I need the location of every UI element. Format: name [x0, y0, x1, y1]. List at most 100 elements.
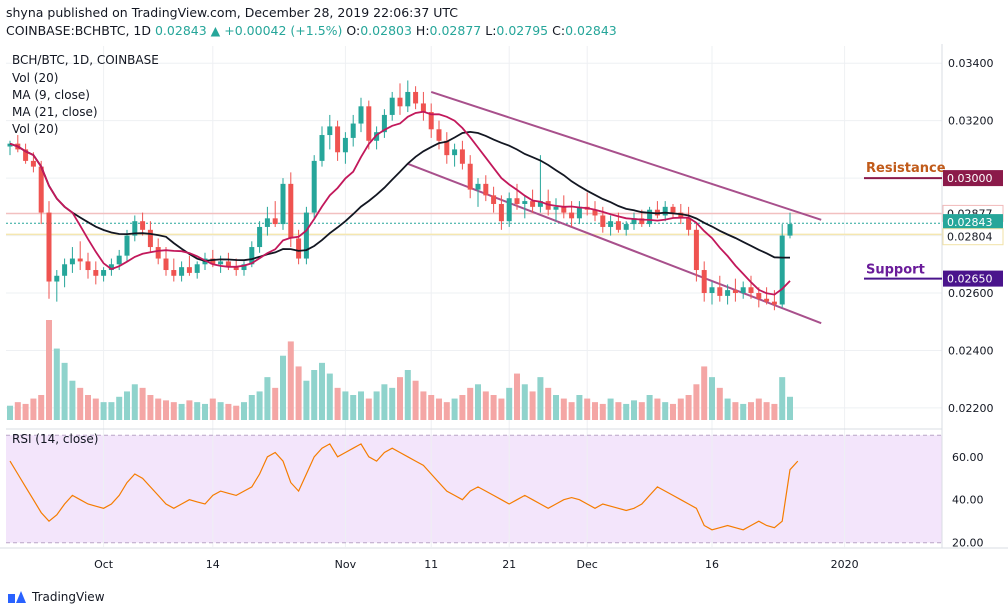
volume-bar: [248, 395, 255, 420]
candle: [179, 261, 185, 282]
volume-bar: [490, 395, 497, 420]
volume-bar: [506, 387, 513, 420]
volume-bar: [342, 391, 349, 420]
y-tick-label: 0.02200: [948, 402, 994, 415]
resistance-annotation: Resistance: [864, 161, 946, 180]
candle: [381, 109, 387, 138]
volume-bar: [217, 402, 224, 420]
resistance-badge-text: 0.03000: [947, 172, 993, 185]
volume-bar: [194, 402, 201, 420]
resistance-label: Resistance: [866, 161, 946, 176]
candle: [452, 143, 458, 167]
rsi-axis: 60.00 40.00 20.00: [952, 451, 984, 550]
volume-bar: [763, 402, 770, 420]
legend-vol: Vol (20): [12, 71, 58, 85]
candle: [288, 172, 294, 248]
close-label: C:: [552, 23, 566, 38]
support-label: Support: [866, 263, 925, 278]
candle: [303, 206, 309, 265]
symbol-label: COINBASE:BCHBTC, 1D: [6, 23, 151, 38]
volume-bar: [670, 403, 676, 420]
candle: [272, 201, 278, 227]
candle: [693, 224, 699, 282]
volume-bar: [202, 403, 208, 420]
candle: [459, 140, 465, 170]
volume-bar: [397, 377, 403, 420]
candle: [69, 247, 75, 273]
volume-bar: [116, 396, 123, 420]
candle: [163, 247, 169, 276]
candle: [335, 120, 341, 161]
x-tick-label: 14: [206, 558, 220, 571]
volume-bar: [256, 391, 263, 420]
volume-bar: [147, 395, 154, 420]
time-axis[interactable]: Oct 14 Nov 11 21 Dec 16 2020: [94, 558, 859, 571]
volume-bar: [100, 402, 107, 420]
volume-bar: [475, 384, 481, 420]
volume-bar: [498, 398, 505, 420]
volume-bar: [163, 400, 169, 420]
volume-bar: [30, 398, 37, 420]
x-tick-label: Nov: [335, 558, 357, 571]
volume-bar: [576, 395, 583, 420]
volume-bar: [14, 402, 21, 420]
chart-svg[interactable]: 0.034000.032000.030000.028000.026000.024…: [0, 44, 1008, 585]
candle: [264, 206, 270, 236]
channel-lower-line[interactable]: [407, 162, 822, 325]
candle: [428, 103, 434, 138]
volume-bar: [389, 387, 396, 420]
volume-bar: [311, 370, 318, 420]
volume-bar: [631, 400, 637, 420]
rsi-legend: RSI (14, close): [12, 432, 98, 446]
y-tick-label: 0.02600: [948, 287, 994, 300]
candle: [787, 212, 793, 239]
candle: [186, 255, 192, 276]
volume-bar: [225, 403, 232, 420]
rsi-tick-label: 60.00: [952, 451, 984, 464]
candle: [397, 83, 403, 115]
descending-channel[interactable]: [407, 91, 822, 325]
close-value: 0.02843: [565, 23, 617, 38]
candle: [389, 91, 395, 121]
candle: [436, 120, 442, 150]
candle: [101, 267, 107, 282]
footer: [0, 585, 1008, 615]
publish-info: shyna published on TradingView.com, Dece…: [6, 5, 459, 20]
volume-bar: [241, 402, 247, 420]
chart-area[interactable]: 0.034000.032000.030000.028000.026000.024…: [0, 44, 1008, 589]
volume-bar: [771, 403, 778, 420]
volume-bar: [584, 398, 591, 420]
volume-bar: [233, 405, 240, 420]
candle: [725, 284, 731, 305]
volume-bar: [264, 377, 271, 420]
candle: [241, 261, 247, 276]
volume-bar: [46, 320, 52, 420]
volume-bar: [537, 377, 544, 420]
tradingview-logo[interactable]: TradingView: [8, 590, 105, 604]
candle: [366, 100, 372, 150]
legend-vol-2: Vol (20): [12, 122, 58, 136]
tradingview-logo-icon: [8, 591, 26, 603]
volume-bar: [272, 387, 279, 420]
candle: [46, 201, 52, 299]
y-tick-label: 0.03400: [948, 57, 994, 70]
resistance-badge: [943, 170, 1003, 187]
channel-upper-line[interactable]: [430, 91, 822, 221]
volume-bar: [53, 348, 60, 420]
volume-bar: [404, 370, 411, 420]
volume-bar: [693, 384, 700, 420]
up-arrow-icon: ▲: [210, 23, 221, 38]
volume-bar: [545, 387, 552, 420]
candles: [7, 80, 793, 311]
volume-bar: [787, 396, 793, 420]
volume-bar: [38, 395, 45, 420]
volume-bar: [139, 387, 146, 420]
volume-bar: [685, 395, 692, 420]
price-lines: [6, 212, 942, 236]
volume-bar: [436, 398, 442, 420]
rsi-tick-label: 20.00: [952, 537, 984, 550]
support-badge: [943, 270, 1003, 287]
candle: [319, 126, 325, 167]
chart-header: shyna published on TradingView.com, Dece…: [0, 0, 1008, 44]
volume-bar: [654, 398, 661, 420]
